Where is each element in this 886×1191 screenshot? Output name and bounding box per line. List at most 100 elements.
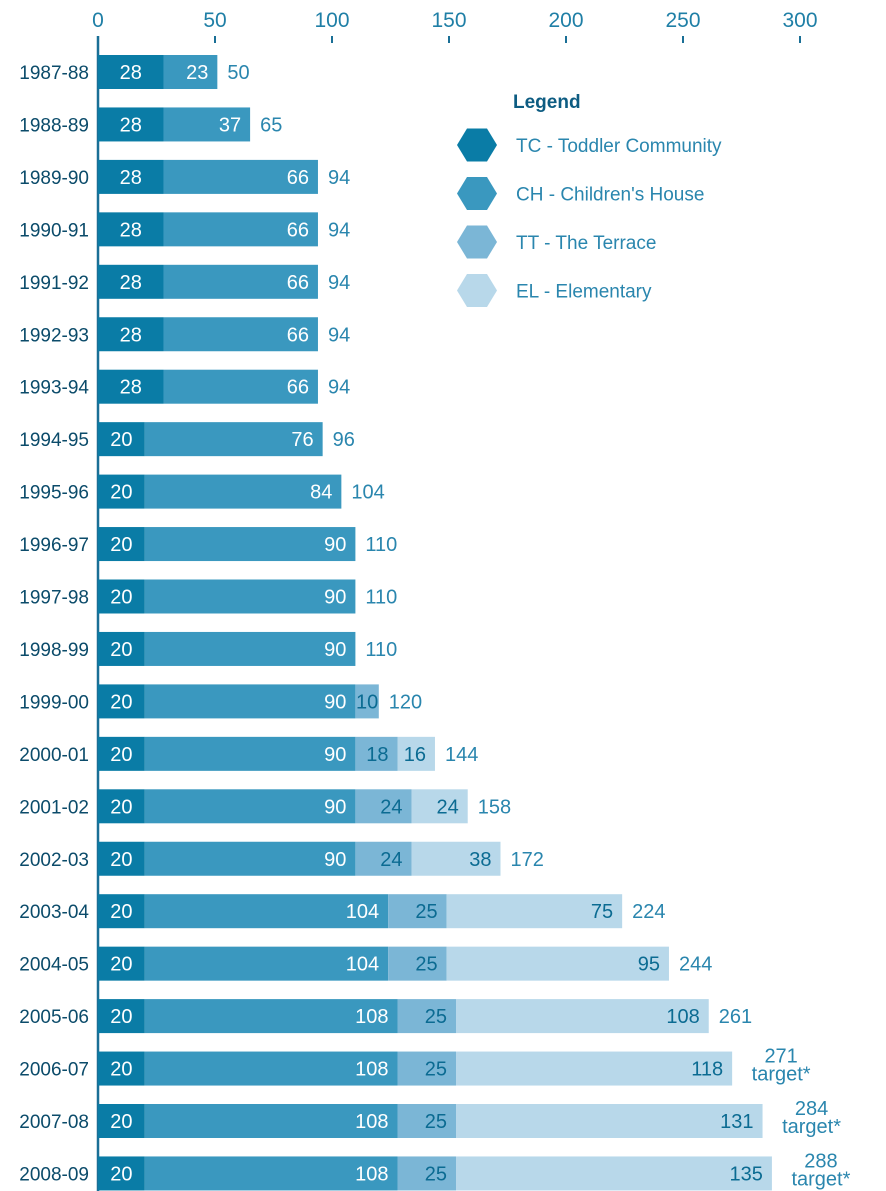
bar-row: 1989-90 28 66 94 — [19, 159, 350, 194]
category-label: 1991-92 — [19, 273, 89, 294]
segment-value-label: 25 — [415, 901, 437, 923]
segment-value-label: 25 — [425, 1006, 447, 1028]
bar-row: 1988-89 28 37 65 — [19, 107, 282, 142]
x-tick-label: 0 — [92, 9, 104, 32]
x-tick-label: 100 — [314, 9, 349, 32]
x-tick-label: 200 — [548, 9, 583, 32]
total-label: 104 — [351, 482, 384, 504]
total-label: 94 — [328, 272, 350, 294]
bar-row: 2001-02 20 90 24 24 158 — [19, 789, 511, 824]
segment-value-label: 76 — [291, 429, 313, 451]
total-label: 65 — [260, 114, 282, 136]
segment-value-label: 16 — [404, 744, 426, 766]
category-label: 1989-90 — [19, 168, 89, 189]
segment-value-label: 108 — [355, 1059, 388, 1081]
bar-segment — [144, 684, 356, 719]
bar-segment — [98, 841, 145, 876]
bar-row: 2003-04 20 104 25 75 224 — [19, 894, 666, 929]
category-label: 2003-04 — [19, 902, 89, 923]
total-label: 158 — [478, 796, 511, 818]
category-label: 1995-96 — [19, 483, 89, 504]
segment-value-label: 66 — [287, 377, 309, 399]
segment-value-label: 20 — [110, 954, 132, 976]
total-label: 94 — [328, 219, 350, 241]
bar-segment — [144, 631, 356, 666]
segment-value-label: 28 — [120, 324, 142, 346]
category-label: 2008-09 — [19, 1164, 89, 1185]
bar-segment — [144, 1051, 398, 1086]
segment-value-label: 24 — [380, 796, 402, 818]
bar-segment — [163, 212, 318, 247]
bar-segment — [397, 1051, 457, 1086]
segment-value-label: 90 — [324, 744, 346, 766]
bar-segment — [98, 1156, 145, 1191]
total-label: 224 — [632, 901, 665, 923]
category-label: 2006-07 — [19, 1060, 89, 1081]
segment-value-label: 75 — [591, 901, 613, 923]
total-label: 50 — [227, 62, 249, 84]
segment-value-label: 28 — [120, 167, 142, 189]
legend-label: TT - The Terrace — [516, 233, 656, 254]
segment-value-label: 38 — [469, 849, 491, 871]
segment-value-label: 10 — [356, 691, 378, 713]
legend-swatch-hexagon-icon — [457, 177, 497, 210]
bar-segment — [144, 736, 356, 771]
legend-item: EL - Elementary — [457, 274, 652, 307]
segment-value-label: 104 — [346, 901, 379, 923]
bar-row: 1999-00 20 90 10 120 — [19, 684, 422, 719]
bar-segment — [98, 894, 145, 929]
bar-segment — [98, 264, 164, 299]
segment-value-label: 20 — [110, 587, 132, 609]
total-label: 261 — [719, 1006, 752, 1028]
segment-value-label: 28 — [120, 219, 142, 241]
segment-value-label: 90 — [324, 849, 346, 871]
x-tick-label: 150 — [431, 9, 466, 32]
bar-segment — [163, 369, 318, 404]
segment-value-label: 20 — [110, 482, 132, 504]
bar-segment — [163, 264, 318, 299]
bar-segment — [98, 1104, 145, 1138]
bar-segment — [144, 894, 389, 929]
target-note-label: target* — [752, 1064, 811, 1086]
segment-value-label: 20 — [110, 901, 132, 923]
segment-value-label: 108 — [355, 1111, 388, 1133]
bar-segment — [163, 107, 251, 142]
bar-row: 1998-99 20 90 110 — [19, 631, 397, 666]
segment-value-label: 135 — [730, 1163, 763, 1185]
bar-segment — [144, 946, 389, 981]
segment-value-label: 20 — [110, 691, 132, 713]
category-label: 1988-89 — [19, 115, 89, 136]
bar-segment — [355, 841, 412, 876]
bar-segment — [144, 579, 356, 614]
segment-value-label: 20 — [110, 1163, 132, 1185]
bar-row: 1987-88 28 23 50 — [19, 55, 250, 89]
bar-segment — [98, 736, 145, 771]
bar-row: 1990-91 28 66 94 — [19, 212, 350, 247]
bar-segment — [98, 1051, 145, 1086]
total-label: 94 — [328, 377, 350, 399]
bar-segment — [144, 527, 356, 562]
bar-segment — [98, 212, 164, 247]
bar-segment — [163, 55, 218, 89]
bar-row: 2000-01 20 90 18 16 144 — [19, 736, 478, 771]
segment-value-label: 104 — [346, 954, 379, 976]
total-label: 288 — [804, 1150, 837, 1172]
category-label: 1992-93 — [19, 325, 89, 346]
category-label: 1994-95 — [19, 430, 89, 451]
segment-value-label: 20 — [110, 1059, 132, 1081]
segment-value-label: 37 — [219, 114, 241, 136]
segment-value-label: 23 — [186, 62, 208, 84]
segment-value-label: 90 — [324, 587, 346, 609]
bar-segment — [355, 684, 379, 719]
category-label: 2001-02 — [19, 797, 89, 818]
segment-value-label: 20 — [110, 744, 132, 766]
bar-segment — [98, 159, 164, 194]
segment-value-label: 20 — [110, 796, 132, 818]
bar-row: 2004-05 20 104 25 95 244 — [19, 946, 712, 981]
total-label: 110 — [365, 534, 397, 556]
segment-value-label: 118 — [691, 1059, 723, 1081]
segment-value-label: 66 — [287, 272, 309, 294]
legend-swatch-hexagon-icon — [457, 274, 497, 307]
segment-value-label: 84 — [310, 482, 332, 504]
